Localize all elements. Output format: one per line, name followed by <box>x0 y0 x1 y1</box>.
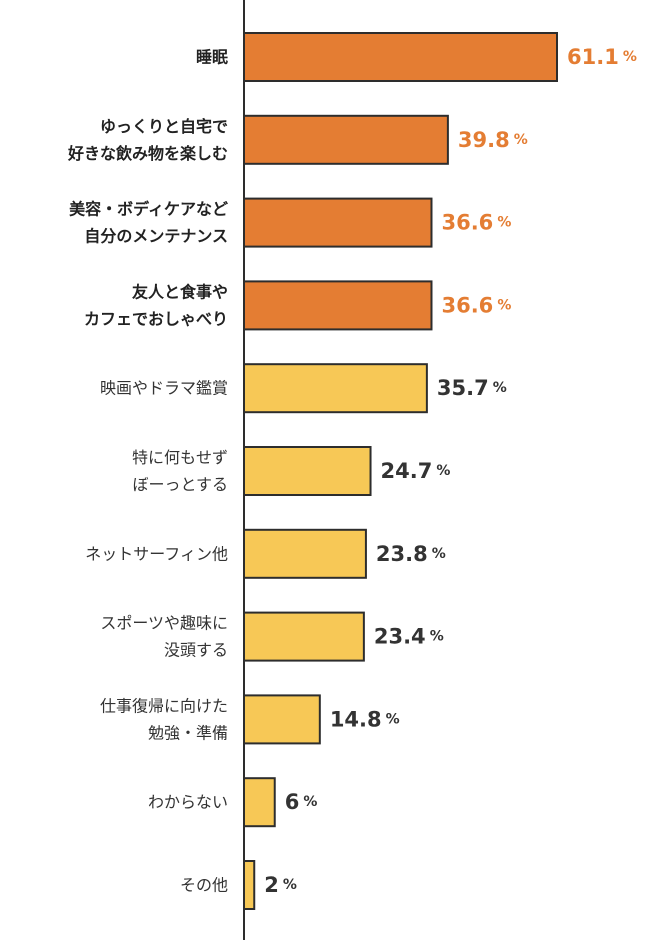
category-label: スポーツや趣味に <box>100 614 228 633</box>
category-label: わからない <box>148 793 228 812</box>
bar <box>243 446 372 496</box>
bar <box>243 363 428 414</box>
value-unit: % <box>514 132 528 148</box>
category-label: カフェでおしゃべり <box>84 309 228 328</box>
bar <box>243 528 367 579</box>
value-number: 2 <box>264 873 279 897</box>
category-labels-group: 睡眠ゆっくりと自宅で好きな飲み物を楽しむ美容・ボディケアなど自分のメンテナンス友… <box>67 48 228 895</box>
value-number: 23.8 <box>376 542 428 566</box>
bar <box>243 611 365 662</box>
category-label: 睡眠 <box>196 48 228 67</box>
value-unit: % <box>497 297 511 313</box>
value-unit: % <box>493 380 507 396</box>
category-label: 勉強・準備 <box>148 723 228 742</box>
bar <box>243 694 321 745</box>
category-label: 特に何もせず <box>132 448 228 467</box>
category-label: 映画やドラマ鑑賞 <box>100 379 228 398</box>
category-label: その他 <box>180 876 228 895</box>
category-label: 好きな飲み物を楽しむ <box>67 144 228 163</box>
category-label: ネットサーフィン他 <box>85 544 228 563</box>
value-labels-group: 61.1 %39.8 %36.6 %36.6 %35.7 %24.7 %23.8 %23.4%… <box>264 45 637 897</box>
bar <box>243 197 433 248</box>
value-label: 2% <box>264 873 297 897</box>
value-unit: % <box>303 794 317 810</box>
value-label: 39.8% <box>458 128 528 152</box>
category-label: ゆっくりと自宅で <box>100 117 228 136</box>
value-unit: % <box>623 49 637 65</box>
value-number: 61.1 <box>567 45 619 69</box>
value-label: 23.4% <box>374 625 444 649</box>
bars-group <box>243 32 558 910</box>
value-number: 36.6 <box>441 293 493 317</box>
value-unit: % <box>497 215 511 231</box>
category-label: 友人と食事や <box>132 282 228 301</box>
value-label: 14.8% <box>330 707 400 731</box>
value-number: 36.6 <box>441 211 493 235</box>
value-unit: % <box>283 877 297 893</box>
category-label: 仕事復帰に向けた <box>100 696 228 715</box>
category-label: 美容・ボディケアなど <box>69 200 228 219</box>
bar <box>243 114 449 165</box>
value-number: 14.8 <box>330 707 382 731</box>
value-unit: % <box>436 463 450 479</box>
value-number: 23.4 <box>374 625 426 649</box>
value-unit: % <box>430 629 444 645</box>
bar <box>243 32 558 82</box>
value-label: 6% <box>285 790 318 814</box>
value-unit: % <box>432 546 446 562</box>
category-label: ぼーっとする <box>132 475 228 494</box>
value-number: 6 <box>285 790 300 814</box>
value-label: 61.1% <box>567 45 637 69</box>
bar <box>243 280 433 331</box>
value-label: 35.7% <box>437 376 507 400</box>
value-number: 24.7 <box>381 459 433 483</box>
value-label: 23.8% <box>376 542 446 566</box>
value-label: 36.6% <box>441 293 511 317</box>
value-unit: % <box>386 711 400 727</box>
value-number: 35.7 <box>437 376 489 400</box>
value-number: 39.8 <box>458 128 510 152</box>
bar <box>243 777 276 828</box>
category-label: 自分のメンテナンス <box>84 227 228 246</box>
bar <box>243 860 256 910</box>
value-label: 36.6% <box>441 211 511 235</box>
value-label: 24.7% <box>381 459 451 483</box>
category-label: 没頭する <box>164 641 228 660</box>
